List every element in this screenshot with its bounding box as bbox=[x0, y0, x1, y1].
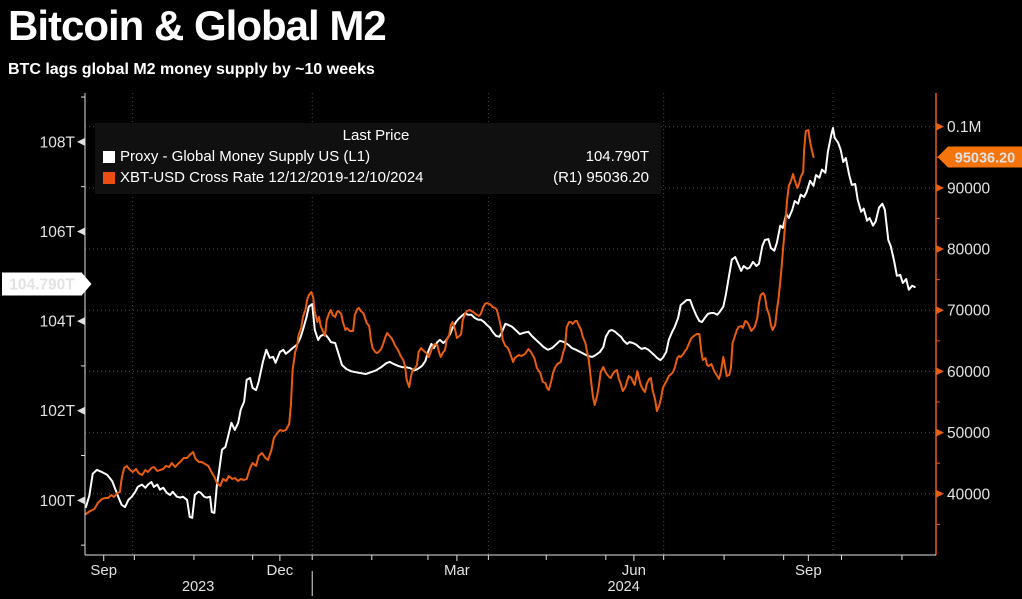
right-axis-tick-label: 60000 bbox=[947, 364, 990, 381]
chart-subtitle: BTC lags global M2 money supply by ~10 w… bbox=[8, 61, 375, 78]
right-last-price-value: 95036.20 bbox=[955, 151, 1015, 167]
btc-series-swatch-icon bbox=[103, 171, 115, 184]
legend-item[interactable]: XBT-USD Cross Rate 12/12/2019-12/10/2024… bbox=[103, 167, 649, 188]
x-axis-month-label: Mar bbox=[444, 562, 470, 579]
left-axis-tick-label: 106T bbox=[40, 224, 76, 241]
right-axis-tick-label: 50000 bbox=[947, 425, 990, 442]
legend-item-label: XBT-USD Cross Rate 12/12/2019-12/10/2024 bbox=[120, 169, 424, 186]
right-tick-arrow-icon bbox=[936, 245, 944, 254]
legend-title: Last Price bbox=[342, 127, 410, 144]
right-tick-arrow-icon bbox=[936, 306, 944, 315]
left-axis-tick-label: 108T bbox=[40, 134, 76, 151]
right-axis-tick-label: 40000 bbox=[947, 486, 990, 503]
legend-item-value: 104.790T bbox=[585, 148, 649, 165]
legend-item[interactable]: Proxy - Global Money Supply US (L1) 104.… bbox=[103, 146, 649, 167]
x-axis-month-label: Dec bbox=[267, 562, 294, 579]
x-axis-year-label: 2023 bbox=[182, 579, 214, 595]
right-tick-arrow-icon bbox=[936, 489, 944, 498]
left-tick-arrow-icon bbox=[77, 227, 85, 236]
right-axis-last-price-badge: 95036.20 bbox=[937, 146, 1022, 168]
right-axis-tick-label: 80000 bbox=[947, 242, 990, 259]
right-tick-arrow-icon bbox=[936, 367, 944, 376]
legend-item-label: Proxy - Global Money Supply US (L1) bbox=[120, 148, 371, 165]
left-axis-last-price-badge: 104.790T bbox=[2, 272, 92, 296]
left-tick-arrow-icon bbox=[77, 317, 85, 326]
series-lines bbox=[84, 127, 916, 519]
left-axis-tick-label: 102T bbox=[40, 403, 76, 420]
right-tick-arrow-icon bbox=[936, 183, 944, 192]
left-last-price-value: 104.790T bbox=[9, 277, 75, 294]
m2-series-swatch-icon bbox=[103, 150, 115, 163]
right-axis-tick-label: 90000 bbox=[947, 180, 990, 197]
badge-arrow-right-icon bbox=[82, 273, 92, 295]
x-axis-month-label: Sep bbox=[90, 562, 117, 579]
badge-arrow-left-icon bbox=[937, 146, 948, 168]
left-tick-arrow-icon bbox=[77, 137, 85, 146]
right-axis-tick-label: 0.1M bbox=[947, 119, 981, 136]
left-tick-arrow-icon bbox=[77, 406, 85, 415]
left-axis-tick-label: 100T bbox=[40, 493, 76, 510]
x-axis-month-label: Jun bbox=[622, 562, 646, 579]
axes: 100T 102T 104T 106T 108T 40000 50000 60000 70000… bbox=[40, 93, 990, 596]
right-tick-arrow-icon bbox=[936, 428, 944, 437]
x-axis-month-label: Sep bbox=[795, 562, 822, 579]
right-axis-tick-label: 70000 bbox=[947, 303, 990, 320]
right-tick-arrow-icon bbox=[936, 122, 944, 131]
left-tick-arrow-icon bbox=[77, 496, 85, 505]
btc-line-series bbox=[84, 129, 815, 515]
left-axis-tick-label: 104T bbox=[40, 314, 76, 331]
page-title: Bitcoin & Global M2 bbox=[8, 2, 387, 49]
legend-item-value: (R1) 95036.20 bbox=[553, 169, 649, 186]
m2-line-series bbox=[84, 127, 916, 519]
x-axis-year-label: 2024 bbox=[608, 579, 640, 595]
legend-box: Last Price Proxy - Global Money Supply U… bbox=[95, 123, 661, 194]
